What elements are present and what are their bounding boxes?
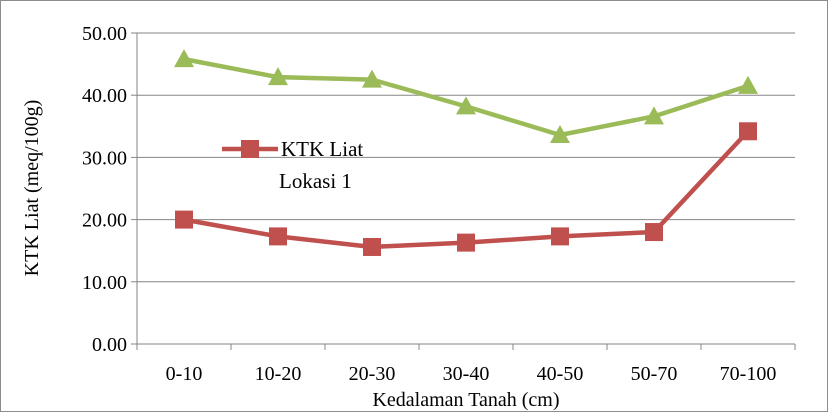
series-0-point-1 bbox=[269, 227, 287, 246]
y-tick-label: 30.00 bbox=[82, 147, 127, 169]
series-0-point-4 bbox=[551, 227, 569, 246]
y-tick-labels: 0.00 10.00 20.00 30.00 40.00 50.00 bbox=[82, 23, 127, 356]
series-1-point-3 bbox=[456, 96, 476, 115]
y-tick-label: 10.00 bbox=[82, 272, 127, 294]
series-0-point-6 bbox=[739, 122, 757, 141]
series-0-point-3 bbox=[457, 233, 475, 252]
y-axis-title: KTK Liat (meq/100g) bbox=[21, 100, 43, 277]
y-tick-label: 50.00 bbox=[82, 23, 127, 45]
x-tick-labels: 0-10 10-20 20-30 30-40 40-50 50-70 70-100 bbox=[166, 363, 777, 385]
x-axis-title: Kedalaman Tanah (cm) bbox=[372, 389, 559, 411]
legend-marker-ktk-liat-lokasi-1 bbox=[241, 140, 259, 158]
series-layer bbox=[174, 49, 758, 256]
series-1-point-6 bbox=[738, 75, 758, 94]
legend-label-line-1: KTK Liat bbox=[281, 137, 363, 161]
x-tick-label: 50-70 bbox=[631, 363, 678, 385]
x-tick-label: 70-100 bbox=[720, 363, 777, 385]
x-tick-label: 30-40 bbox=[443, 363, 490, 385]
x-tick-label: 0-10 bbox=[166, 363, 203, 385]
y-tick-label: 0.00 bbox=[92, 334, 127, 356]
y-tick-label: 20.00 bbox=[82, 210, 127, 232]
legend-label-line-2: Lokasi 1 bbox=[279, 169, 352, 193]
series-0-point-2 bbox=[363, 237, 381, 256]
series-1-point-2 bbox=[362, 69, 382, 88]
series-1-point-0 bbox=[174, 49, 194, 68]
series-1-point-4 bbox=[550, 125, 570, 144]
x-tick-label: 10-20 bbox=[255, 363, 302, 385]
x-tick-label: 20-30 bbox=[349, 363, 396, 385]
series-0-point-5 bbox=[645, 223, 663, 242]
x-tick-label: 40-50 bbox=[537, 363, 584, 385]
axes bbox=[131, 32, 796, 350]
series-1-point-5 bbox=[644, 106, 664, 125]
legend: KTK Liat Lokasi 1 bbox=[222, 137, 363, 193]
y-tick-label: 40.00 bbox=[82, 85, 127, 107]
series-1-point-1 bbox=[268, 67, 288, 86]
series-0-point-0 bbox=[175, 210, 193, 229]
